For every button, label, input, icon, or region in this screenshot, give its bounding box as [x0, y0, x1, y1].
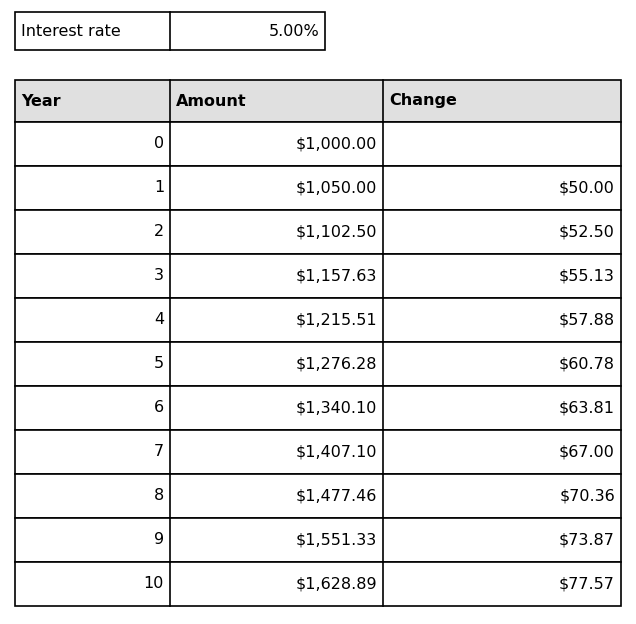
Bar [15, 562, 621, 606]
Text: $1,340.10: $1,340.10 [296, 401, 377, 416]
Text: $50.00: $50.00 [559, 180, 615, 195]
Text: $1,477.46: $1,477.46 [296, 489, 377, 504]
Bar [15, 210, 621, 254]
Text: 5.00%: 5.00% [268, 24, 319, 39]
Text: 5: 5 [154, 356, 164, 371]
Text: $60.78: $60.78 [559, 356, 615, 371]
Text: 4: 4 [154, 313, 164, 328]
Text: $67.00: $67.00 [559, 444, 615, 459]
Text: $1,102.50: $1,102.50 [296, 225, 377, 240]
Text: 3: 3 [154, 268, 164, 283]
Text: Year: Year [21, 94, 60, 109]
Bar [15, 298, 621, 342]
Text: Change: Change [389, 94, 457, 109]
Bar [15, 12, 325, 50]
Text: 2: 2 [154, 225, 164, 240]
Text: $73.87: $73.87 [559, 532, 615, 547]
Bar [15, 80, 621, 122]
Text: $55.13: $55.13 [559, 268, 615, 283]
Text: $63.81: $63.81 [559, 401, 615, 416]
Text: $1,000.00: $1,000.00 [296, 137, 377, 152]
Text: $1,157.63: $1,157.63 [296, 268, 377, 283]
Bar [15, 386, 621, 430]
Bar [15, 430, 621, 474]
Bar [15, 122, 621, 166]
Text: $1,628.89: $1,628.89 [295, 577, 377, 592]
Text: 0: 0 [154, 137, 164, 152]
Text: Amount: Amount [176, 94, 247, 109]
Text: Interest rate: Interest rate [21, 24, 121, 39]
Text: 9: 9 [154, 532, 164, 547]
Text: $77.57: $77.57 [559, 577, 615, 592]
Bar [15, 254, 621, 298]
Bar [15, 166, 621, 210]
Text: $1,276.28: $1,276.28 [296, 356, 377, 371]
Text: 7: 7 [154, 444, 164, 459]
Text: 8: 8 [154, 489, 164, 504]
Text: $70.36: $70.36 [559, 489, 615, 504]
Text: $1,551.33: $1,551.33 [296, 532, 377, 547]
Text: 6: 6 [154, 401, 164, 416]
Text: $1,407.10: $1,407.10 [296, 444, 377, 459]
Bar [15, 474, 621, 518]
Text: $1,215.51: $1,215.51 [295, 313, 377, 328]
Bar [15, 518, 621, 562]
Text: $52.50: $52.50 [559, 225, 615, 240]
Text: $1,050.00: $1,050.00 [296, 180, 377, 195]
Text: $57.88: $57.88 [559, 313, 615, 328]
Bar [15, 342, 621, 386]
Text: 10: 10 [144, 577, 164, 592]
Text: 1: 1 [154, 180, 164, 195]
